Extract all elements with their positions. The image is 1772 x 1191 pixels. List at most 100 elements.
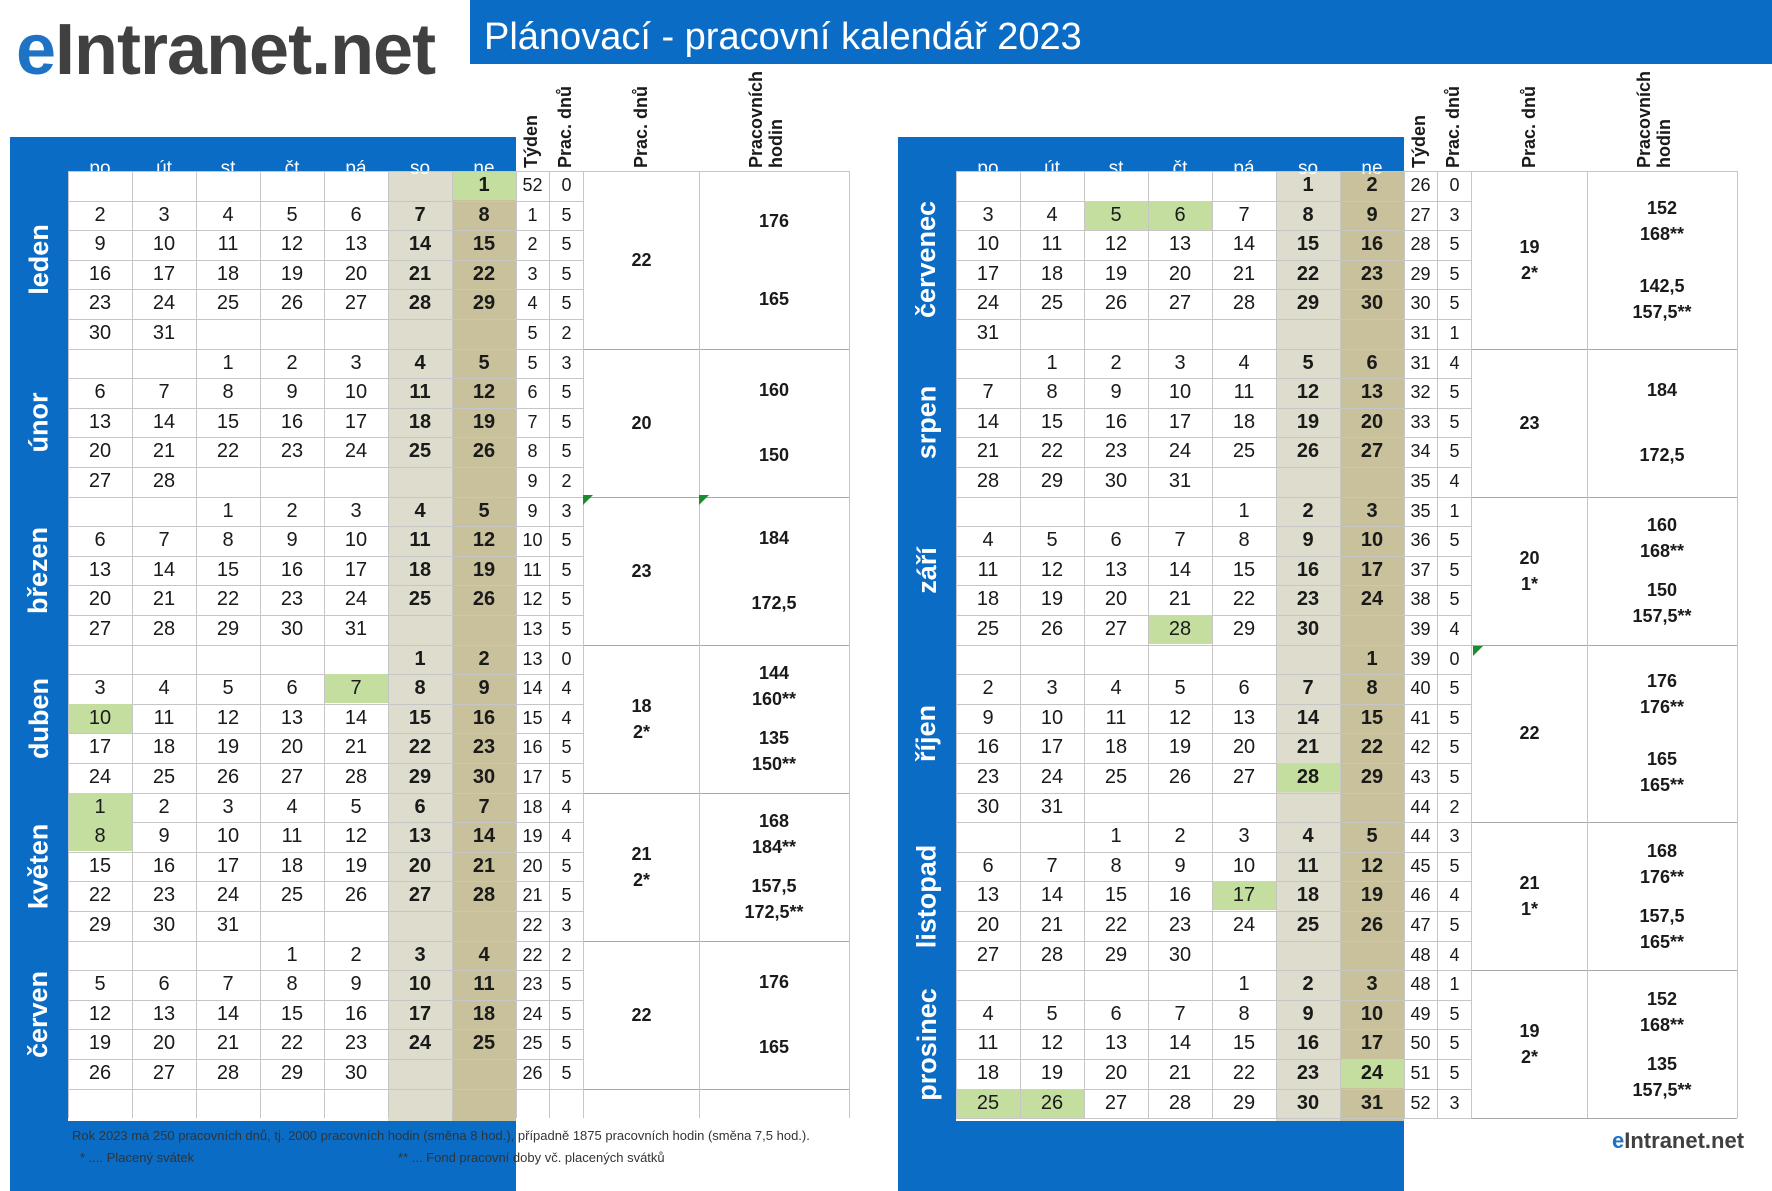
day-cell: 13 <box>280 706 304 729</box>
row-line <box>956 733 1472 735</box>
work-days: 5 <box>561 559 572 580</box>
day-cell: 8 <box>1110 854 1122 877</box>
work-days: 3 <box>561 915 572 935</box>
work-days: 5 <box>1449 1033 1460 1054</box>
row-line <box>956 259 1472 261</box>
day-cell: 15 <box>216 410 240 433</box>
work-hours-value: 168** <box>1639 1014 1685 1035</box>
day-cell: 31 <box>1360 1091 1384 1114</box>
day-cell <box>1212 319 1276 348</box>
work-days: 3 <box>1449 204 1460 225</box>
month-name: prosinec <box>911 987 942 1101</box>
day-cell: 30 <box>976 795 1000 818</box>
day-cell: 25 <box>976 618 1000 640</box>
week-number: 25 <box>522 1033 543 1054</box>
day-cell <box>1084 970 1148 999</box>
row-line <box>68 763 584 764</box>
day-cell <box>68 171 132 200</box>
day-cell: 10 <box>344 529 368 552</box>
day-cell: 7 <box>1174 1002 1186 1025</box>
work-days: 5 <box>1449 737 1460 758</box>
day-cell: 3 <box>158 203 170 226</box>
month-work-days-total: 19 2* <box>1472 1018 1587 1070</box>
work-days: 0 <box>561 175 572 195</box>
month-label: červen <box>10 941 68 1089</box>
work-hours-value: 157,5** <box>1632 301 1692 322</box>
day-cell <box>956 349 1020 378</box>
work-days: 5 <box>1449 678 1460 699</box>
day-cell: 29 <box>1104 943 1128 966</box>
day-cell: 20 <box>152 1032 176 1055</box>
day-cell: 6 <box>94 381 106 404</box>
month-days-header: Prac. dnů <box>1519 85 1539 168</box>
row-line <box>956 348 1472 350</box>
row-line <box>68 1088 584 1090</box>
day-cell: 28 <box>1232 292 1256 315</box>
day-cell: 26 <box>1360 914 1384 936</box>
day-cell: 1 <box>414 647 426 670</box>
work-hours-block: 184 <box>699 525 849 551</box>
month-days-header: Prac. dnů <box>631 85 651 168</box>
month-name: červenec <box>911 201 942 319</box>
day-cell: 9 <box>1366 203 1378 226</box>
day-cell <box>1212 645 1276 674</box>
day-cell: 6 <box>350 203 362 226</box>
month-label: duben <box>10 645 68 793</box>
day-cell <box>956 970 1020 999</box>
day-cell: 11 <box>409 529 431 552</box>
work-hours-block: 157,5 165** <box>1587 903 1737 955</box>
day-cell <box>956 645 1020 674</box>
day-cell: 23 <box>88 292 112 315</box>
column-line <box>1404 171 1405 1119</box>
day-cell: 12 <box>280 233 304 256</box>
day-cell: 2 <box>982 677 994 700</box>
day-cell: 29 <box>1040 470 1064 492</box>
work-days: 5 <box>561 974 572 995</box>
day-cell: 29 <box>216 618 240 640</box>
day-cell: 10 <box>1360 529 1384 552</box>
day-cell: 5 <box>1174 677 1186 700</box>
day-cell: 16 <box>1296 1032 1320 1055</box>
day-cell: 23 <box>152 884 176 907</box>
work-hours-value: 176 <box>758 972 790 993</box>
column-line <box>1084 171 1085 1119</box>
day-cell <box>1148 171 1212 200</box>
day-cell: 12 <box>1040 1032 1064 1055</box>
logo[interactable]: eIntranet.net <box>16 10 436 90</box>
day-cell: 8 <box>1238 1002 1250 1025</box>
day-cell: 2 <box>1110 351 1122 374</box>
row-line <box>68 881 584 883</box>
day-cell: 6 <box>94 529 106 552</box>
day-cell: 6 <box>414 795 426 818</box>
day-cell: 13 <box>976 884 1000 907</box>
day-header-1: út <box>1044 158 1060 179</box>
day-cell: 12 <box>472 381 496 404</box>
day-cell: 13 <box>1104 558 1128 581</box>
column-line <box>196 171 197 1119</box>
month-work-days-value: 2* <box>632 869 650 890</box>
work-hours-value: 184** <box>751 837 797 858</box>
day-cell: 3 <box>1238 825 1250 848</box>
footer-logo[interactable]: eIntranet.net <box>1612 1128 1745 1153</box>
month-work-days-value: 22 <box>631 249 652 270</box>
day-cell: 8 <box>222 529 234 552</box>
work-hours-block: 144 160** <box>699 660 849 712</box>
day-cell: 12 <box>1040 558 1064 581</box>
day-cell <box>260 911 324 940</box>
month-work-days-value: 22 <box>631 1004 652 1025</box>
day-cell: 8 <box>68 822 132 852</box>
day-header-6: ne <box>1361 158 1383 179</box>
week-number: 44 <box>1410 826 1431 847</box>
day-cell: 23 <box>1168 914 1192 936</box>
day-cell: 20 <box>1360 410 1384 433</box>
work-hours-value: 150 <box>1646 580 1678 601</box>
row-line <box>956 615 1472 616</box>
week-number: 6 <box>527 382 538 403</box>
day-cell: 12 <box>1104 233 1128 256</box>
day-cell: 16 <box>280 410 304 433</box>
day-cell <box>196 319 260 348</box>
week-number: 27 <box>1410 204 1431 225</box>
day-cell: 24 <box>1232 914 1256 936</box>
day-cell: 19 <box>1296 410 1320 433</box>
work-days: 5 <box>1449 382 1460 403</box>
